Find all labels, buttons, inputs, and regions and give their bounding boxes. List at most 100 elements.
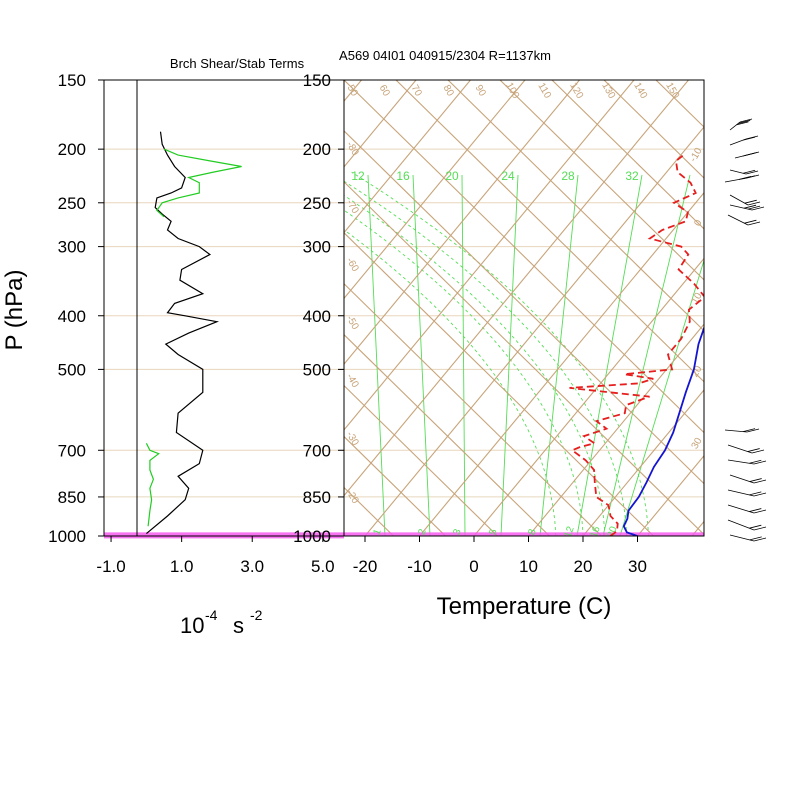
isotherm-line <box>473 257 704 536</box>
wind-barb-feather <box>749 524 762 529</box>
wind-barb-feather <box>753 526 767 531</box>
right-y-ticks: 150 200 250 300 400 500 700 850 1000 <box>293 71 344 546</box>
left-y-tick-label: 300 <box>58 238 86 257</box>
left-y-tick-label: 200 <box>58 140 86 159</box>
isotherm-lines <box>344 63 800 547</box>
isotherm-right-label: 20 <box>690 364 705 380</box>
lower-wind-barb <box>727 459 767 465</box>
isotherm-line <box>344 80 581 365</box>
right-surface-band <box>344 532 704 536</box>
isotherm-line <box>344 80 690 497</box>
wind-barb-shaft <box>729 194 749 206</box>
wind-barb-feather <box>749 459 762 464</box>
wind-barb-shaft <box>727 444 753 454</box>
right-y-tick-label: 1000 <box>293 527 331 546</box>
mixing-ratio-line <box>500 174 519 536</box>
isotherm-line <box>636 454 704 536</box>
left-surface-band <box>104 532 344 539</box>
lower-wind-barb <box>727 519 767 531</box>
left-y-tick-label: 400 <box>58 307 86 326</box>
mixing-ratio-top-label: 12 <box>351 169 365 183</box>
isotherm-line <box>737 63 800 547</box>
wind-barb-feather <box>749 536 762 541</box>
mixing-ratio-bottom-label: 8 <box>527 527 539 536</box>
right-x-tick-label: 0 <box>469 557 478 576</box>
left-y-tick-label: 500 <box>58 360 86 379</box>
right-y-tick-label: 500 <box>303 360 331 379</box>
wind-barb-shaft <box>727 214 749 226</box>
left-surface-band-rect <box>104 532 344 539</box>
lower-wind-barb <box>727 504 767 514</box>
dry-adiabat-lines <box>344 80 704 536</box>
wind-barb-feather <box>753 460 767 465</box>
dry-adiabat-label: 150 <box>663 81 681 101</box>
wind-barb-feather <box>742 152 755 157</box>
upper-wind-barb <box>729 204 765 211</box>
isotherm-line <box>582 389 704 536</box>
shear-black-curve <box>146 131 220 535</box>
mixing-ratio-top-label: 28 <box>561 169 575 183</box>
dry-adiabat-label: 60 <box>377 83 392 99</box>
left-unit-base: 10 <box>180 613 204 638</box>
moist-adiabat-line <box>351 171 649 536</box>
mixing-ratio-line <box>602 174 691 536</box>
temperature-profile <box>622 325 704 536</box>
dry-adiabat-line <box>344 333 551 536</box>
shear-green-upper-curve <box>156 148 242 218</box>
wind-barb-shaft <box>727 504 755 514</box>
temperature-dewpoint-profiles <box>569 154 704 536</box>
upper-wind-barb <box>729 169 759 175</box>
shear-green-lower-curve <box>145 443 160 527</box>
dry-adiabat-label: 130 <box>599 81 617 101</box>
left-x-tick-label: 1.0 <box>170 557 194 576</box>
isotherm-left-label: -50 <box>344 314 361 332</box>
dry-adiabat-line <box>344 435 447 536</box>
wind-barb-feather <box>742 428 756 433</box>
right-panel-frame <box>343 79 705 537</box>
mixing-ratio-line <box>619 258 704 536</box>
dry-adiabat-line <box>344 384 499 536</box>
y-axis-label: P (hPa) <box>1 270 28 351</box>
mixing-ratio-line <box>461 174 466 536</box>
wind-barb-feather <box>747 448 760 452</box>
lower-wind-barb <box>724 428 760 433</box>
wind-barb-feather <box>753 492 767 497</box>
wind-barb-feather <box>746 428 760 433</box>
mixing-ratio-top-label: 24 <box>501 169 515 183</box>
isotherm-right-label: 0 <box>692 218 705 229</box>
mixing-ratio-bottom-label: 20 <box>606 525 620 540</box>
dry-adiabat-line <box>344 80 704 434</box>
dry-adiabat-label: 140 <box>631 81 649 101</box>
moist-adiabat-lines <box>344 171 649 536</box>
wind-barb-feather <box>753 479 767 484</box>
left-unit-s: s <box>233 613 244 638</box>
moist-adiabat-line <box>344 180 628 536</box>
left-y-tick-label: 1000 <box>48 527 86 546</box>
right-x-tick-label: 10 <box>519 557 538 576</box>
right-panel-title: A569 04I01 040915/2304 R=1137km <box>339 48 551 63</box>
right-x-tick-label: 30 <box>628 557 647 576</box>
right-x-tick-label: -20 <box>353 557 378 576</box>
isotherm-line <box>418 191 704 536</box>
mixing-ratio-top-label: 20 <box>445 169 459 183</box>
wind-barb-feather <box>751 206 765 211</box>
left-unit-exp: -4 <box>205 607 218 623</box>
mixing-ratio-line <box>412 174 431 536</box>
right-x-tick-label: 20 <box>574 557 593 576</box>
wind-barb-feather <box>738 176 752 180</box>
left-x-ticks: -1.0 1.0 3.0 5.0 <box>96 536 335 576</box>
left-x-tick-label: -1.0 <box>96 557 125 576</box>
mixing-ratio-bottom-label: 5 <box>488 527 500 536</box>
dry-adiabat-line <box>344 232 655 536</box>
isotherm-left-label: -70 <box>344 198 361 216</box>
upper-wind-barb <box>729 135 759 146</box>
isotherm-line <box>344 80 417 168</box>
mixing-ratio-line <box>576 174 643 536</box>
lower-wind-barb <box>727 444 765 454</box>
wind-barb-feather <box>736 121 749 126</box>
dry-adiabat-label: 70 <box>409 83 424 99</box>
